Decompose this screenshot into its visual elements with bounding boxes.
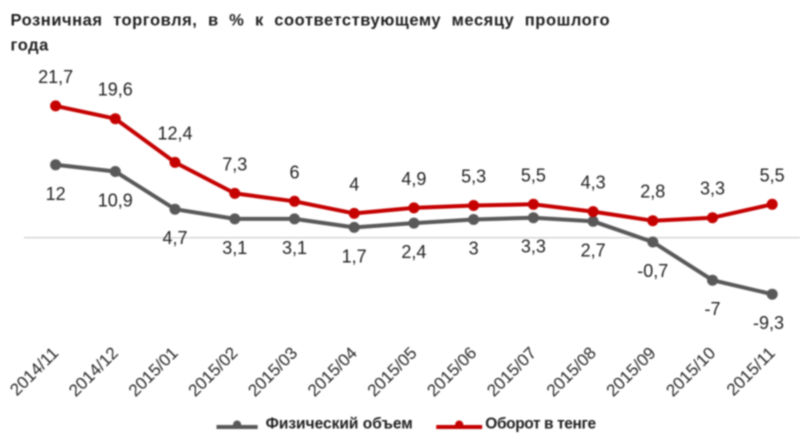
svg-text:Оборот в тенге: Оборот в тенге	[485, 415, 596, 432]
svg-text:7,3: 7,3	[222, 154, 247, 174]
svg-text:Розничная торговля, в % к соот: Розничная торговля, в % к соответствующе…	[11, 11, 611, 29]
svg-text:12,4: 12,4	[157, 123, 192, 143]
svg-text:2,8: 2,8	[640, 182, 665, 202]
svg-text:5,5: 5,5	[521, 165, 546, 185]
svg-text:4,7: 4,7	[162, 228, 187, 248]
svg-text:6: 6	[289, 162, 299, 182]
svg-text:-7: -7	[704, 299, 720, 319]
svg-text:3,1: 3,1	[282, 238, 307, 258]
svg-text:4: 4	[349, 174, 359, 194]
svg-text:1,7: 1,7	[342, 246, 367, 266]
svg-text:4,9: 4,9	[401, 169, 426, 189]
svg-text:10,9: 10,9	[98, 191, 133, 211]
svg-text:2,7: 2,7	[581, 240, 606, 260]
svg-text:года: года	[11, 36, 50, 54]
svg-text:12: 12	[46, 184, 66, 204]
svg-text:19,6: 19,6	[98, 80, 133, 100]
svg-text:2,4: 2,4	[401, 242, 426, 262]
svg-text:21,7: 21,7	[38, 67, 73, 87]
svg-text:5,3: 5,3	[461, 167, 486, 187]
svg-text:5,5: 5,5	[760, 165, 785, 185]
svg-text:Физический объем: Физический объем	[266, 416, 413, 433]
svg-text:3,3: 3,3	[700, 179, 725, 199]
svg-text:-9,3: -9,3	[753, 313, 784, 333]
svg-text:3: 3	[469, 239, 479, 259]
svg-text:-0,7: -0,7	[637, 261, 668, 281]
svg-text:3,3: 3,3	[521, 237, 546, 257]
svg-text:3,1: 3,1	[222, 238, 247, 258]
svg-text:4,3: 4,3	[581, 173, 606, 193]
